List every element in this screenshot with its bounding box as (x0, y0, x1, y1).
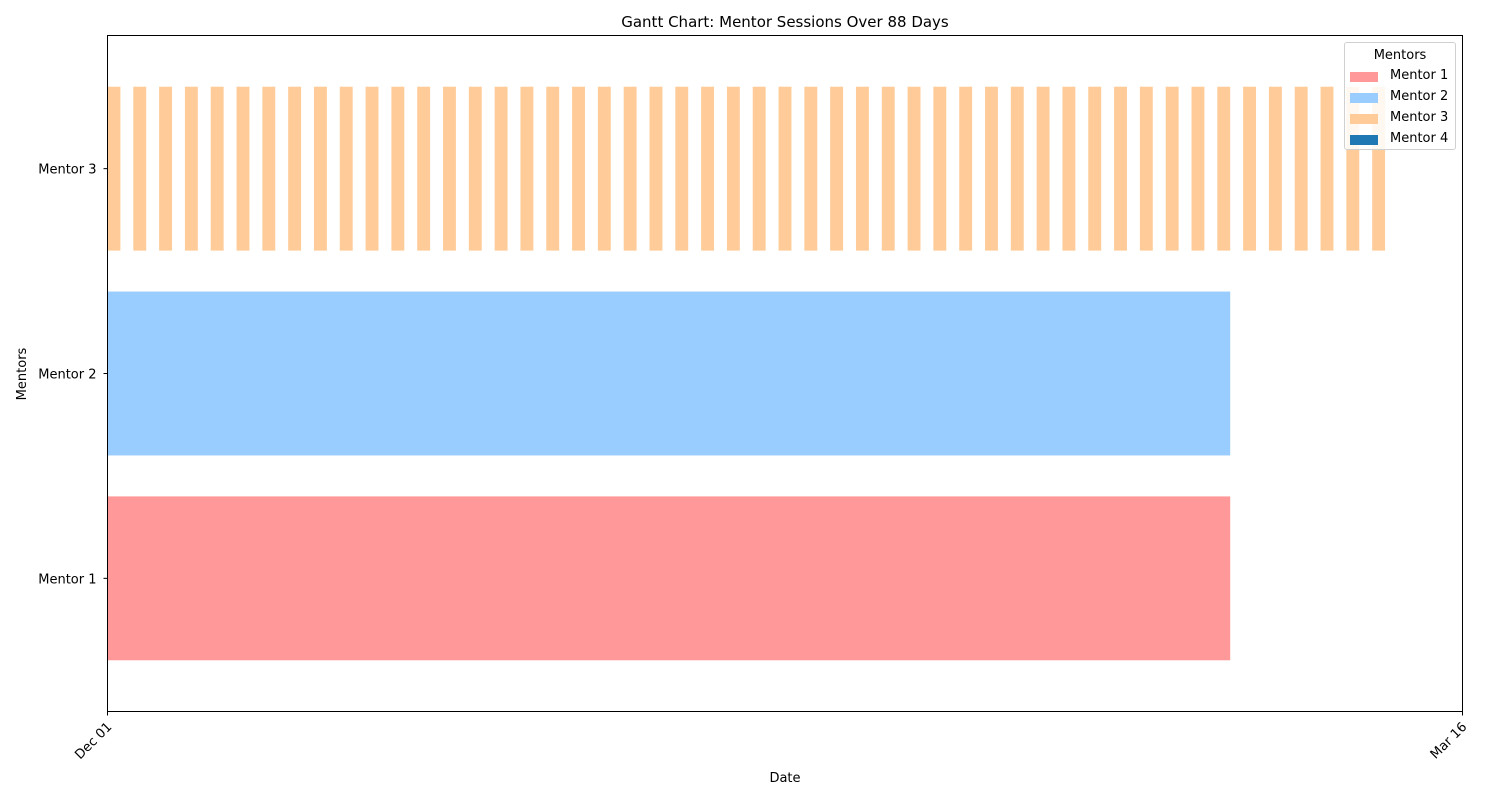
bar-mentor-3-13 (417, 86, 431, 251)
legend-item-mentor-1: Mentor 1 (1350, 67, 1455, 85)
bar-mentor-3-24 (701, 86, 715, 251)
bar-mentor-3-9 (313, 86, 327, 251)
legend: Mentors Mentor 1 Mentor 2 Mentor 3 Mento… (1344, 42, 1456, 150)
bar-mentor-3-30 (855, 86, 869, 251)
bar-mentor-3-6 (236, 86, 250, 251)
legend-item-mentor-3: Mentor 3 (1350, 109, 1455, 127)
bar-mentor-3-37 (1036, 86, 1050, 251)
bar-mentor-3-39 (1088, 86, 1102, 251)
bar-mentor-3-14 (443, 86, 456, 251)
bar-mentor-3-33 (933, 86, 947, 251)
chart-title: Gantt Chart: Mentor Sessions Over 88 Day… (621, 13, 949, 31)
bar-mentor-3-22 (649, 86, 663, 251)
x-axis: Dec 01 Mar 16 (72, 711, 1471, 763)
bar-mentor-3-17 (520, 86, 534, 251)
x-axis-label: Date (769, 771, 800, 786)
bar-mentor-3-44 (1217, 86, 1231, 251)
y-axis-label: Mentors (15, 347, 30, 400)
bar-mentor-3-34 (959, 86, 973, 251)
bar-mentor-3-15 (468, 86, 482, 251)
y-tick-label-3: Mentor 3 (38, 163, 96, 178)
bar-mentor-3-25 (726, 86, 740, 251)
bar-mentor-3-7 (262, 86, 276, 251)
legend-title: Mentors (1373, 48, 1427, 63)
bar-mentor-3-23 (675, 86, 689, 251)
bar-mentor-3-40 (1114, 86, 1127, 251)
bar-mentor-3-38 (1062, 86, 1076, 251)
x-tick-label-1: Dec 01 (72, 720, 115, 763)
bar-mentor-3-27 (778, 86, 792, 251)
legend-label-mentor-1: Mentor 1 (1390, 68, 1449, 83)
bar-mentor-3-31 (881, 86, 895, 251)
bar-mentor-3-10 (339, 86, 353, 251)
bar-mentor-3-35 (985, 86, 998, 251)
y-tick-label-2: Mentor 2 (38, 368, 96, 383)
legend-label-mentor-4: Mentor 4 (1390, 131, 1449, 146)
bar-mentor-3-11 (365, 86, 379, 251)
bar-mentor-2-1 (107, 291, 1231, 456)
bar-mentor-3-21 (623, 86, 637, 251)
bar-mentor-3-12 (391, 86, 405, 251)
bar-mentor-3-18 (546, 86, 560, 251)
bar-mentor-3-1 (107, 86, 121, 251)
legend-item-mentor-2: Mentor 2 (1350, 88, 1455, 106)
bar-mentor-3-19 (572, 86, 585, 251)
bar-mentor-1-1 (107, 496, 1231, 661)
bar-mentor-3-47 (1294, 86, 1308, 251)
bar-mentor-3-20 (597, 86, 611, 251)
bar-mentor-3-32 (907, 86, 921, 251)
bar-mentor-3-3 (159, 86, 173, 251)
bar-mentor-3-4 (184, 86, 198, 251)
legend-label-mentor-2: Mentor 2 (1390, 89, 1449, 104)
legend-swatch-mentor-2 (1350, 93, 1378, 103)
legend-swatch-mentor-1 (1350, 72, 1378, 82)
bar-mentor-3-8 (288, 86, 302, 251)
bar-mentor-3-2 (133, 86, 147, 251)
legend-label-mentor-3: Mentor 3 (1390, 110, 1449, 125)
bar-mentor-3-46 (1268, 86, 1282, 251)
bar-mentor-3-5 (210, 86, 224, 251)
bar-mentor-3-41 (1139, 86, 1153, 251)
bar-mentor-3-36 (1010, 86, 1024, 251)
bar-mentor-3-43 (1191, 86, 1205, 251)
bar-mentor-3-42 (1165, 86, 1179, 251)
bar-mentor-3-45 (1243, 86, 1257, 251)
x-tick-label-2: Mar 16 (1428, 720, 1471, 763)
bar-mentor-3-48 (1320, 86, 1334, 251)
y-tick-label-1: Mentor 1 (38, 572, 96, 587)
legend-swatch-mentor-3 (1350, 114, 1378, 124)
bar-mentor-3-26 (752, 86, 766, 251)
legend-item-mentor-4: Mentor 4 (1350, 130, 1455, 148)
bar-mentor-3-29 (830, 86, 844, 251)
bar-mentor-3-28 (804, 86, 818, 251)
legend-swatch-mentor-4 (1350, 135, 1378, 145)
bars-layer (107, 86, 1386, 661)
y-axis: Mentor 1 Mentor 2 Mentor 3 (38, 163, 108, 587)
bar-mentor-3-16 (494, 86, 508, 251)
